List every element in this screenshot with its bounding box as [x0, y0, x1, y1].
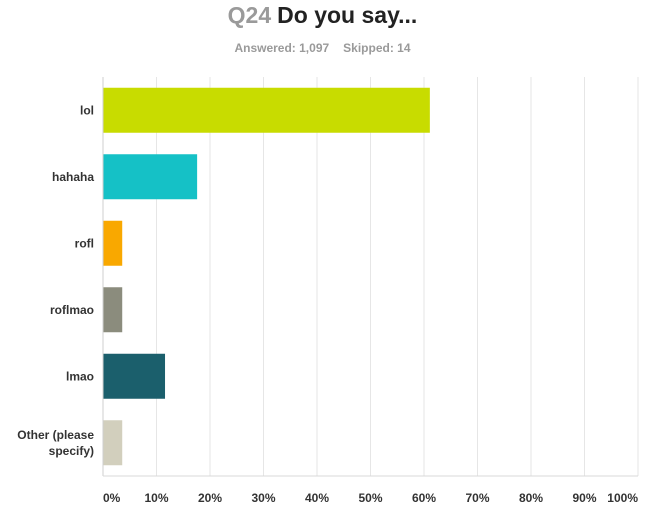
x-tick-label: 70%: [465, 491, 489, 505]
x-tick-label: 100%: [607, 491, 638, 505]
question-text: Do you say...: [277, 2, 418, 28]
x-tick-label: 20%: [198, 491, 222, 505]
question-number: Q24: [227, 2, 272, 28]
bar: [103, 87, 430, 133]
category-label: roflmao: [50, 303, 94, 317]
category-label: lmao: [66, 369, 94, 383]
category-label: Other (please: [17, 428, 94, 442]
x-tick-label: 30%: [251, 491, 275, 505]
x-tick-label: 80%: [519, 491, 543, 505]
category-label: rofl: [75, 236, 94, 250]
skipped-count: Skipped: 14: [343, 41, 411, 55]
bar: [103, 154, 198, 200]
response-stats: Answered: 1,097 Skipped: 14: [0, 41, 645, 55]
x-tick-label: 50%: [358, 491, 382, 505]
bar: [103, 420, 123, 466]
bar: [103, 353, 166, 399]
x-tick-label: 40%: [305, 491, 329, 505]
bar: [103, 220, 123, 266]
x-tick-label: 60%: [412, 491, 436, 505]
x-tick-label: 90%: [572, 491, 596, 505]
category-label: specify): [49, 444, 94, 458]
category-label: hahaha: [52, 170, 94, 184]
x-tick-label: 0%: [103, 491, 121, 505]
category-label: lol: [80, 103, 94, 117]
bar: [103, 287, 123, 333]
x-tick-label: 10%: [144, 491, 168, 505]
answered-count: Answered: 1,097: [234, 41, 330, 55]
question-title: Q24 Do you say...: [0, 2, 645, 29]
